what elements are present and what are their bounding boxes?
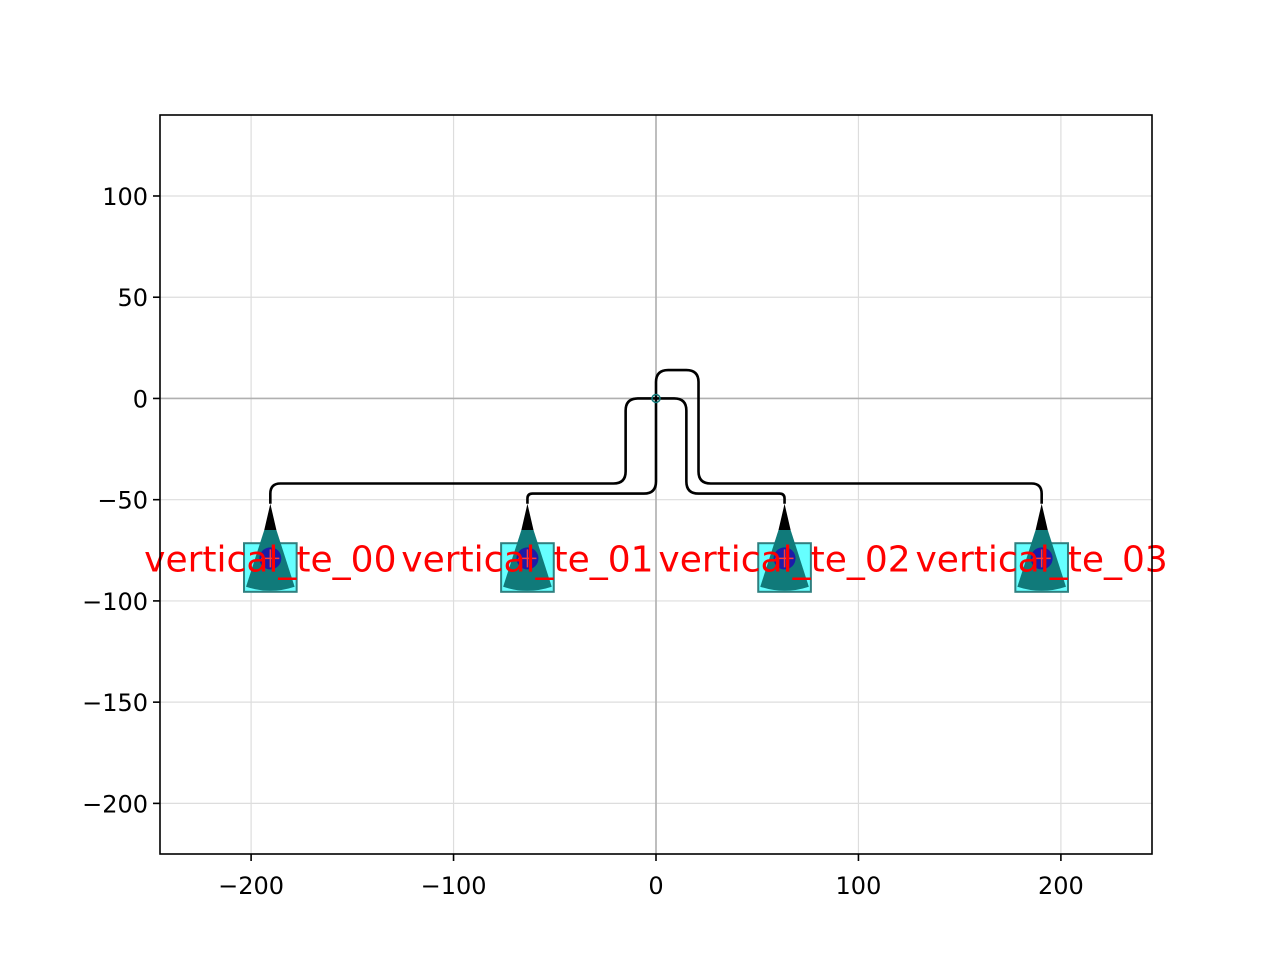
coupler-port-crosshair [261,549,280,568]
y-axis-ticks: 100 50 0 −50 −100 −150 −200 [82,183,160,818]
grating-coupler-0 [243,503,298,593]
waveguide-routes [269,368,1043,504]
coupler-port-crosshair [775,549,794,568]
port-label-0: vertical_te_00 [144,539,396,580]
coupler-taper [778,503,791,531]
y-tick-label: −150 [82,689,148,717]
waveguide-route-1 [526,398,658,504]
x-tick-label: 200 [1038,872,1084,900]
waveguide-route-3 [654,368,1043,504]
x-tick-label: −200 [218,872,284,900]
x-tick-label: 0 [648,872,663,900]
port-label-1: vertical_te_01 [401,539,653,580]
y-tick-label: 50 [117,284,148,312]
y-tick-label: 0 [133,385,148,413]
waveguide-route-0 [269,397,656,504]
grating-coupler-3 [1014,503,1069,593]
grating-coupler-1 [500,503,555,593]
origin-port-marker [651,393,661,404]
grating-coupler-2 [757,503,812,593]
port-label-3: vertical_te_03 [916,539,1168,580]
y-tick-label: 100 [102,183,148,211]
port-labels: vertical_te_00 vertical_te_01 vertical_te_… [144,539,1168,580]
x-axis-ticks: −200 −100 0 100 200 [218,854,1084,900]
coupler-port-crosshair [518,549,537,568]
port-label-2: vertical_te_02 [658,539,910,580]
waveguide-route-2 [656,397,786,504]
y-tick-label: −100 [82,588,148,616]
x-tick-label: −100 [421,872,487,900]
coupler-taper [264,503,277,531]
y-tick-label: −200 [82,790,148,818]
grating-couplers [243,503,1069,593]
coupler-taper [1035,503,1048,531]
y-tick-label: −50 [97,487,148,515]
x-tick-label: 100 [836,872,882,900]
coupler-taper [521,503,534,531]
coupler-port-crosshair [1032,549,1051,568]
